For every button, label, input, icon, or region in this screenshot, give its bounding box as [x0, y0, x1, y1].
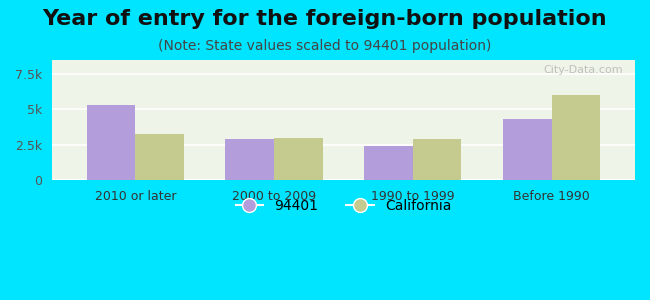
Bar	[364, 146, 413, 180]
Bar	[86, 105, 135, 180]
Text: City-Data.com: City-Data.com	[543, 65, 623, 75]
Text: (Note: State values scaled to 94401 population): (Note: State values scaled to 94401 popu…	[159, 39, 491, 53]
Bar	[503, 119, 552, 180]
Bar	[135, 134, 184, 180]
Bar	[274, 138, 322, 180]
Bar	[226, 139, 274, 180]
Bar	[552, 95, 601, 180]
Text: Year of entry for the foreign-born population: Year of entry for the foreign-born popul…	[43, 9, 607, 29]
Bar	[413, 139, 462, 180]
Legend: 94401, California: 94401, California	[230, 194, 457, 219]
